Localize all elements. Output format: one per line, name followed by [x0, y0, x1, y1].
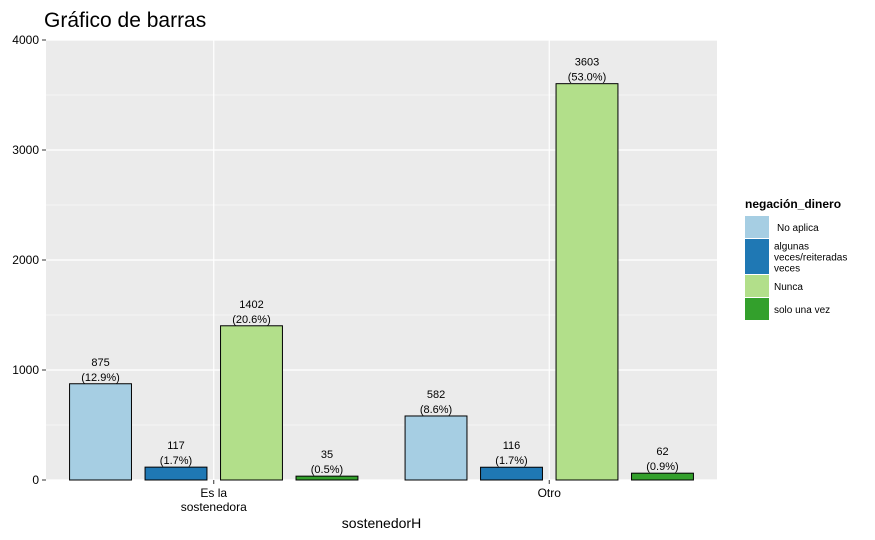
y-tick-label: 1000	[12, 363, 39, 377]
legend-key	[745, 216, 769, 238]
bar-percent-label: (8.6%)	[420, 404, 452, 416]
legend-title: negación_dinero	[745, 197, 841, 211]
y-tick-label: 2000	[12, 253, 39, 267]
bar	[295, 475, 359, 481]
bar-value-label: 116	[503, 440, 521, 452]
bar-percent-label: (0.9%)	[646, 461, 678, 473]
legend-label: algunas	[774, 242, 809, 253]
legend-label: solo una vez	[774, 305, 830, 316]
x-axis-title: sostenedorH	[342, 515, 421, 531]
bar-value-label: 62	[656, 446, 668, 458]
bar	[220, 325, 283, 481]
x-tick-label: Otro	[538, 486, 562, 500]
bar	[69, 383, 132, 481]
legend-label: No aplica	[777, 223, 819, 234]
legend: negación_dinero No aplica algunasveces/re…	[745, 197, 847, 320]
y-tick-label: 0	[32, 473, 39, 487]
bar-percent-label: (1.7%)	[160, 455, 192, 467]
legend-label: veces/reiteradas	[774, 253, 847, 264]
value-labels-layer: 875 (12.9%) 582 (8.6%) 117 (1.7%) 116 (1.7%) 140…	[81, 57, 678, 476]
x-tick-label: Es la	[200, 486, 227, 500]
bar-value-label: 875	[91, 357, 109, 369]
y-tick-label: 4000	[12, 33, 39, 47]
bar	[144, 466, 208, 481]
y-tick-label: 3000	[12, 143, 39, 157]
chart-title: Gráfico de barras	[44, 9, 206, 32]
bar	[555, 83, 619, 481]
bar-percent-label: (1.7%)	[495, 455, 527, 467]
bar-value-label: 117	[167, 440, 185, 452]
bar-value-label: 35	[321, 449, 333, 461]
y-axis: 0 1000 2000 3000 4000	[12, 33, 46, 487]
bar-value-label: 582	[427, 389, 445, 401]
bar-percent-label: (0.5%)	[311, 464, 343, 476]
bar-percent-label: (20.6%)	[232, 314, 271, 326]
bar-percent-label: (53.0%)	[568, 72, 607, 84]
bar-value-label: 3603	[575, 57, 599, 69]
bar-value-label: 1402	[239, 299, 263, 311]
bars-layer	[69, 83, 694, 481]
bar-percent-label: (12.9%)	[81, 372, 120, 384]
legend-label: veces	[774, 264, 800, 275]
legend-label: Nunca	[774, 282, 803, 293]
bar	[480, 466, 543, 481]
x-tick-label: sostenedora	[181, 500, 247, 514]
legend-key	[745, 239, 769, 274]
legend-key	[745, 298, 769, 320]
legend-key	[745, 275, 769, 297]
bar	[631, 472, 694, 481]
bar	[404, 415, 468, 481]
